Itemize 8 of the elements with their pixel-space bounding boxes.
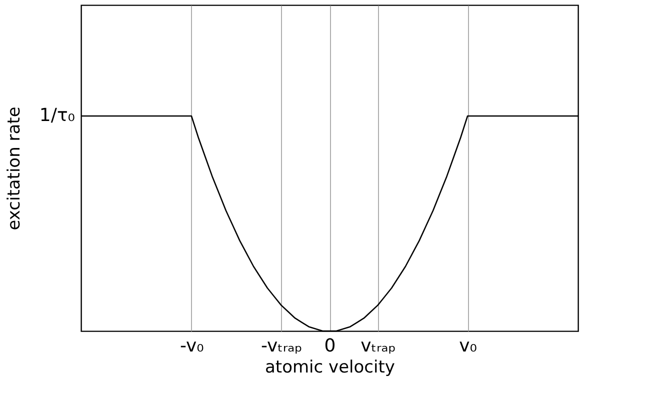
x-tick-label: -v₀ bbox=[180, 336, 204, 356]
y-axis-title: excitation rate bbox=[4, 106, 24, 230]
x-tick-label: 0 bbox=[324, 336, 336, 356]
x-tick-label: v₀ bbox=[459, 336, 477, 356]
x-tick-label: vₜᵣₐₚ bbox=[360, 336, 396, 356]
x-axis-title: atomic velocity bbox=[265, 358, 395, 378]
text: 1/τ₀ bbox=[39, 105, 75, 126]
x-tick-label: -vₜᵣₐₚ bbox=[260, 336, 302, 356]
